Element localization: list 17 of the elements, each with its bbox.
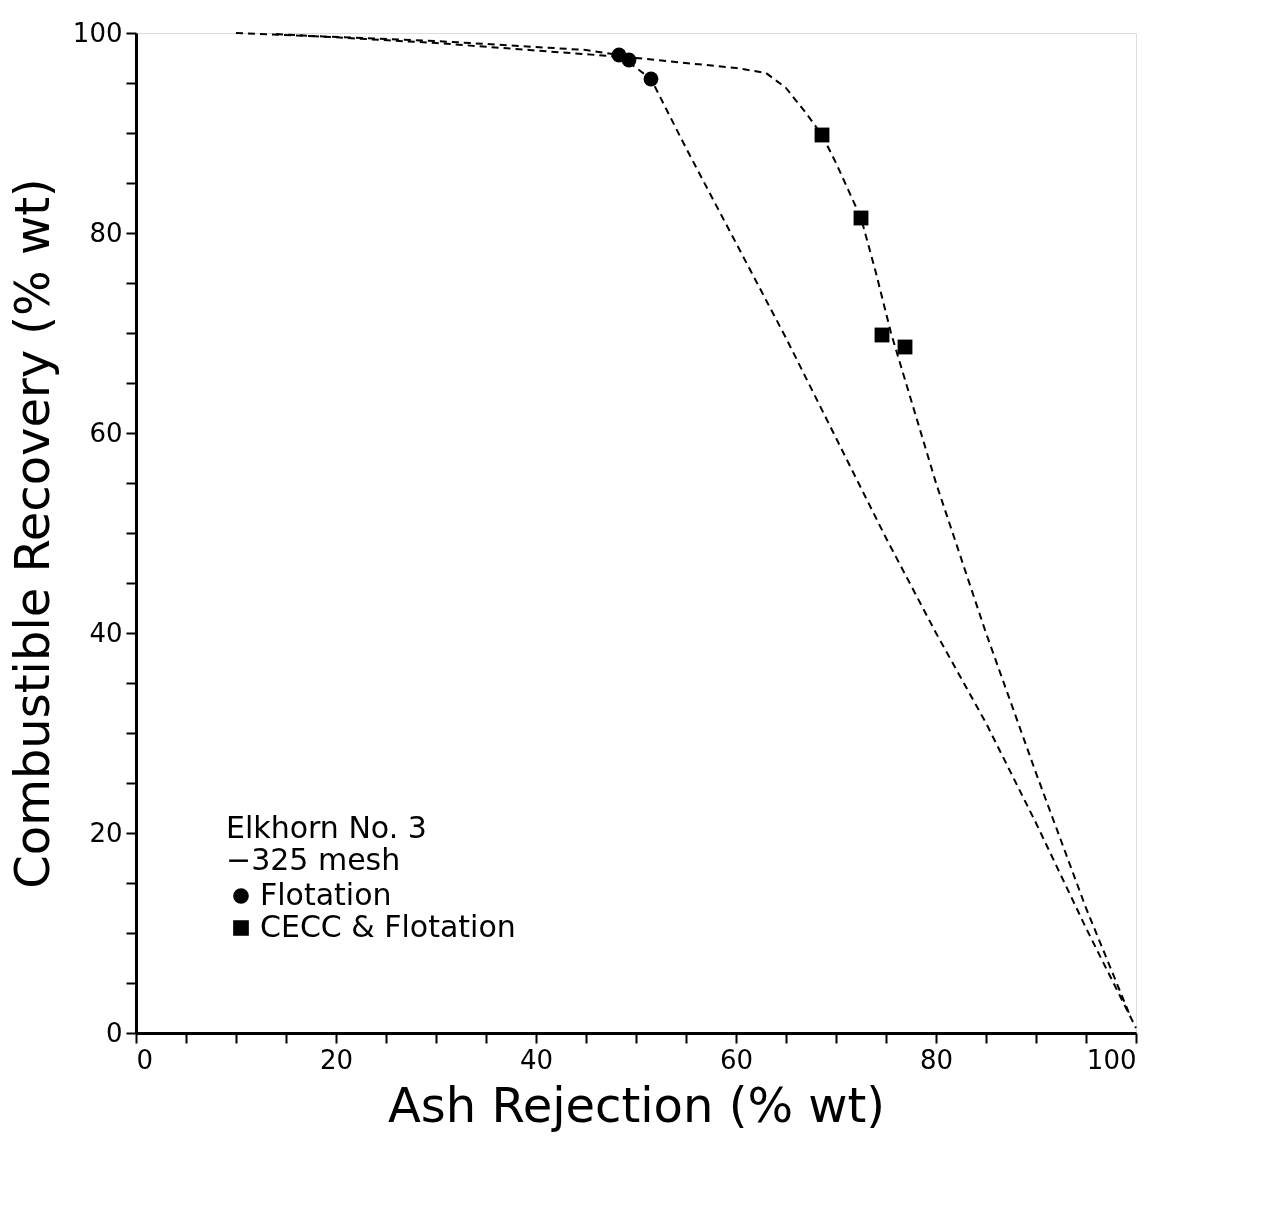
x-tick-label: 100 [1086,1044,1137,1075]
y-tick-label: 20 [89,817,123,848]
legend-title: Elkhorn No. 3 −325 mesh [226,810,427,877]
x-tick-label: 80 [919,1044,954,1075]
y-tick-label: 0 [105,1017,123,1048]
x-tick-label: 60 [719,1044,754,1075]
legend-label: Flotation [260,877,392,912]
x-tick-label: 20 [319,1044,354,1075]
y-tick-label: 80 [89,217,123,248]
y-axis-title: Combustible Recovery (% wt) [3,178,60,889]
y-tick-label: 100 [72,17,123,48]
x-tick-label: 0 [136,1044,154,1075]
legend-label: CECC & Flotation [260,909,516,944]
y-tick-label: 60 [89,417,123,448]
x-axis-title: Ash Rejection (% wt) [387,1076,886,1133]
x-tick-label: 40 [519,1044,554,1075]
y-tick-label: 40 [89,617,123,648]
